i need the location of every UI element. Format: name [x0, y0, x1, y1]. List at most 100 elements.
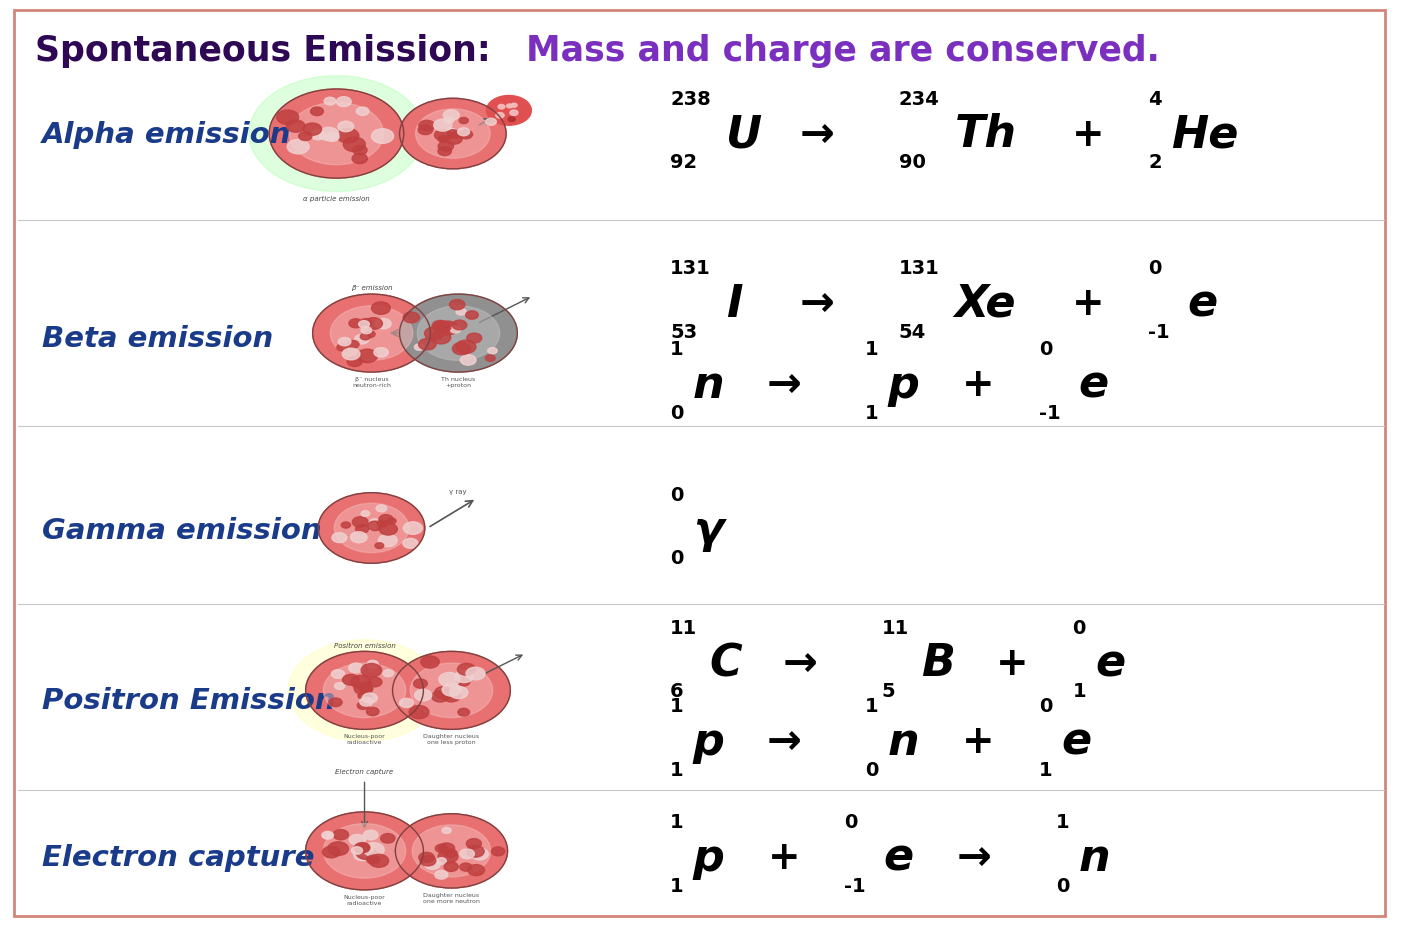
Circle shape [425, 327, 444, 340]
Text: -1: -1 [1039, 403, 1060, 422]
Text: p: p [693, 720, 725, 763]
Circle shape [442, 828, 451, 833]
Text: e: e [1078, 363, 1108, 406]
Circle shape [250, 77, 423, 192]
Circle shape [436, 857, 446, 864]
Circle shape [393, 652, 510, 730]
Circle shape [387, 518, 397, 525]
Circle shape [336, 345, 348, 351]
Circle shape [379, 535, 397, 547]
Circle shape [402, 539, 418, 549]
Circle shape [437, 147, 451, 157]
Circle shape [510, 111, 517, 116]
Text: 53: 53 [670, 323, 697, 341]
Text: Gamma emission: Gamma emission [42, 516, 321, 544]
Circle shape [376, 319, 391, 329]
Circle shape [363, 843, 384, 857]
Circle shape [328, 842, 349, 856]
Circle shape [379, 524, 397, 536]
Circle shape [453, 321, 467, 331]
Circle shape [306, 652, 423, 730]
Circle shape [433, 322, 451, 334]
Circle shape [322, 832, 332, 839]
Circle shape [460, 131, 472, 140]
Circle shape [342, 675, 359, 685]
Text: e: e [883, 836, 913, 879]
Circle shape [456, 309, 467, 316]
Circle shape [512, 104, 517, 108]
Text: Nucleus-poor
radioactive: Nucleus-poor radioactive [343, 894, 386, 905]
Circle shape [433, 689, 450, 700]
Text: +: + [962, 366, 995, 403]
Circle shape [435, 130, 451, 142]
Circle shape [404, 312, 419, 324]
Circle shape [491, 847, 505, 856]
Text: 0: 0 [1039, 697, 1053, 716]
Text: Th nucleus
+proton: Th nucleus +proton [442, 376, 475, 387]
Circle shape [485, 356, 495, 362]
Circle shape [362, 511, 370, 516]
Circle shape [372, 130, 394, 145]
Text: +: + [962, 723, 995, 760]
Circle shape [360, 319, 372, 327]
Circle shape [336, 129, 359, 144]
Text: +: + [1071, 286, 1105, 323]
Circle shape [415, 109, 491, 159]
Text: 90: 90 [899, 153, 925, 171]
Circle shape [338, 122, 353, 133]
Circle shape [432, 321, 449, 332]
Text: β⁻ nucleus
neutron-rich: β⁻ nucleus neutron-rich [352, 376, 391, 387]
Circle shape [342, 349, 360, 361]
Text: 1: 1 [670, 697, 684, 716]
Circle shape [450, 326, 461, 334]
Circle shape [400, 295, 517, 373]
Circle shape [485, 119, 496, 126]
Text: Alpha emission: Alpha emission [42, 121, 292, 148]
Circle shape [336, 97, 352, 108]
Text: n: n [693, 363, 725, 406]
Circle shape [456, 671, 474, 683]
Text: e: e [1095, 641, 1124, 684]
Text: 1: 1 [1073, 681, 1087, 700]
Text: Xe: Xe [955, 283, 1016, 325]
Circle shape [498, 106, 505, 110]
Text: 1: 1 [670, 876, 684, 895]
Text: p: p [887, 363, 920, 406]
Circle shape [366, 707, 379, 716]
Circle shape [332, 533, 346, 543]
Circle shape [374, 349, 388, 358]
Circle shape [318, 128, 339, 142]
Circle shape [435, 687, 453, 699]
Circle shape [468, 865, 485, 876]
Text: 0: 0 [670, 403, 684, 422]
Circle shape [349, 320, 363, 328]
Text: γ ray: γ ray [449, 489, 467, 494]
Circle shape [350, 676, 372, 689]
Circle shape [425, 859, 440, 870]
Circle shape [465, 311, 478, 320]
Circle shape [414, 679, 428, 689]
Circle shape [367, 678, 381, 687]
Text: →: → [801, 283, 834, 325]
Text: 54: 54 [899, 323, 925, 341]
Text: β⁻ emission: β⁻ emission [350, 286, 393, 291]
Text: 1: 1 [865, 340, 879, 359]
Text: α particle emission: α particle emission [303, 196, 370, 202]
Circle shape [439, 142, 453, 152]
Circle shape [419, 121, 435, 132]
Text: Positron Emission: Positron Emission [42, 686, 335, 714]
Text: →: → [767, 720, 801, 763]
Circle shape [443, 110, 460, 121]
Circle shape [353, 146, 367, 156]
Circle shape [322, 832, 334, 839]
Circle shape [415, 345, 423, 351]
Circle shape [460, 355, 477, 366]
Text: 0: 0 [670, 486, 684, 504]
Circle shape [325, 133, 339, 142]
Circle shape [335, 683, 345, 690]
Circle shape [404, 522, 422, 535]
Text: n: n [887, 720, 920, 763]
Circle shape [457, 678, 470, 686]
Circle shape [334, 830, 349, 840]
Circle shape [488, 349, 498, 354]
